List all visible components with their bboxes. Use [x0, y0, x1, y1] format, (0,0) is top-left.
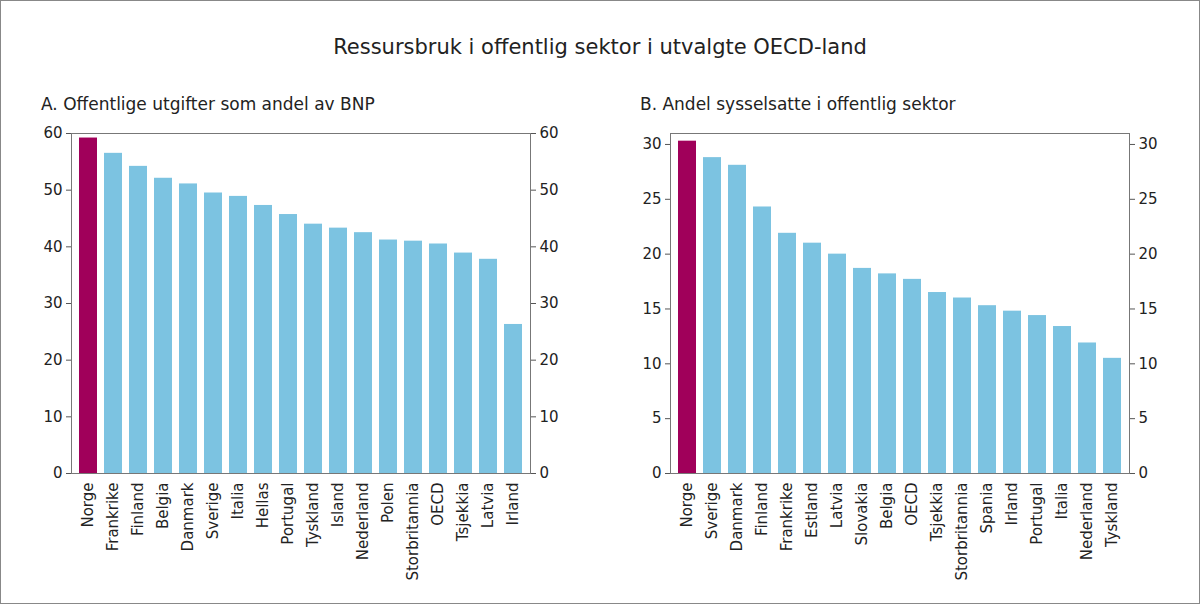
svg-text:Storbritannia: Storbritannia	[953, 483, 971, 581]
svg-text:Frankrike: Frankrike	[104, 483, 122, 552]
svg-text:Sverige: Sverige	[703, 483, 721, 540]
svg-text:30: 30	[540, 294, 559, 312]
svg-text:50: 50	[43, 181, 62, 199]
svg-text:25: 25	[642, 190, 661, 208]
svg-text:40: 40	[540, 238, 559, 256]
svg-text:Finland: Finland	[753, 483, 771, 537]
svg-text:Frankrike: Frankrike	[778, 483, 796, 552]
svg-text:Slovakia: Slovakia	[853, 483, 871, 546]
svg-text:30: 30	[1139, 135, 1158, 153]
svg-text:10: 10	[540, 408, 559, 426]
svg-text:Hellas: Hellas	[254, 482, 272, 528]
svg-text:Estland: Estland	[803, 483, 821, 539]
svg-text:Spania: Spania	[978, 483, 996, 534]
svg-text:Tsjekkia: Tsjekkia	[454, 483, 472, 543]
svg-text:Danmark: Danmark	[179, 482, 197, 551]
html-text:B. Andel sysselsatte i offentl: B. Andel sysselsatte i offentlig sektor	[640, 94, 956, 114]
svg-text:OECD: OECD	[903, 483, 921, 526]
svg-text:Tsjekkia: Tsjekkia	[928, 483, 946, 543]
svg-text:Norge: Norge	[79, 483, 97, 528]
html-text:Ressursbruk i offentlig sektor: Ressursbruk i offentlig sektor i utvalgt…	[333, 35, 867, 59]
svg-text:Belgia: Belgia	[878, 483, 896, 530]
svg-text:30: 30	[43, 294, 62, 312]
svg-text:Island: Island	[329, 483, 347, 528]
svg-text:Italia: Italia	[1053, 483, 1071, 520]
svg-text:Irland: Irland	[1003, 483, 1021, 526]
svg-text:0: 0	[1139, 464, 1149, 482]
svg-text:0: 0	[53, 464, 63, 482]
svg-text:Danmark: Danmark	[728, 482, 746, 551]
svg-text:0: 0	[652, 464, 662, 482]
svg-text:Nederland: Nederland	[354, 483, 372, 561]
svg-text:10: 10	[1139, 355, 1158, 373]
svg-text:0: 0	[540, 464, 550, 482]
svg-text:40: 40	[43, 238, 62, 256]
svg-text:60: 60	[540, 124, 559, 142]
svg-text:10: 10	[642, 355, 661, 373]
svg-text:Latvia: Latvia	[479, 483, 497, 529]
svg-text:5: 5	[1139, 409, 1149, 427]
svg-text:15: 15	[1139, 300, 1158, 318]
svg-text:20: 20	[43, 351, 62, 369]
svg-text:20: 20	[642, 245, 661, 263]
svg-text:20: 20	[540, 351, 559, 369]
svg-text:OECD: OECD	[429, 483, 447, 526]
svg-text:Latvia: Latvia	[828, 483, 846, 529]
svg-text:Storbritannia: Storbritannia	[404, 483, 422, 581]
svg-text:Norge: Norge	[678, 483, 696, 528]
svg-text:20: 20	[1139, 245, 1158, 263]
svg-text:5: 5	[652, 409, 662, 427]
svg-text:Nederland: Nederland	[1078, 483, 1096, 561]
svg-text:Portugal: Portugal	[1028, 483, 1046, 545]
svg-text:Italia: Italia	[229, 483, 247, 520]
html-text:A. Offentlige utgifter som and: A. Offentlige utgifter som andel av BNP	[41, 94, 375, 114]
svg-text:Tyskland: Tyskland	[304, 483, 322, 549]
svg-text:10: 10	[43, 408, 62, 426]
svg-text:60: 60	[43, 124, 62, 142]
svg-text:Portugal: Portugal	[279, 483, 297, 545]
svg-text:Sverige: Sverige	[204, 483, 222, 540]
svg-text:Polen: Polen	[379, 483, 397, 524]
svg-text:50: 50	[540, 181, 559, 199]
svg-text:Finland: Finland	[129, 483, 147, 537]
svg-text:25: 25	[1139, 190, 1158, 208]
svg-text:15: 15	[642, 300, 661, 318]
svg-text:Belgia: Belgia	[154, 483, 172, 530]
svg-text:30: 30	[642, 135, 661, 153]
svg-text:Irland: Irland	[504, 483, 522, 526]
svg-text:Tyskland: Tyskland	[1103, 483, 1121, 549]
